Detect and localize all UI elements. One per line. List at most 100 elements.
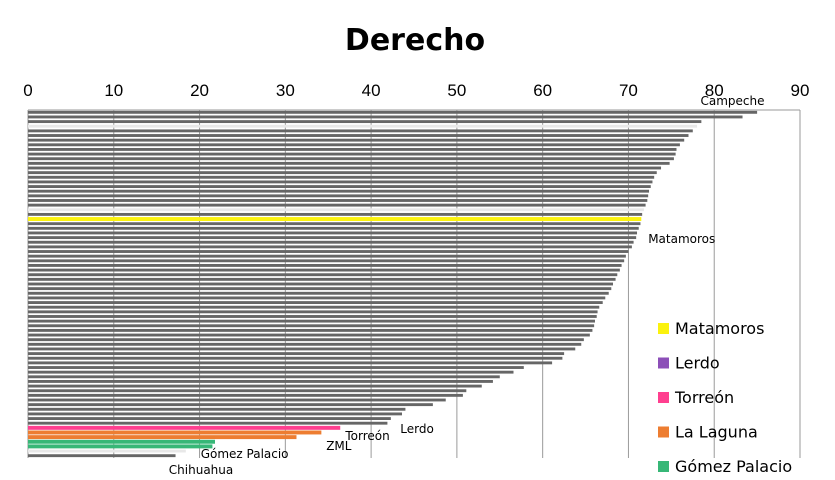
bar [28, 412, 402, 416]
bar [28, 250, 629, 253]
bar [28, 259, 625, 263]
bar [28, 268, 620, 272]
bar [28, 185, 651, 188]
bar [28, 425, 341, 430]
legend: Matamoros Lerdo Torreón La Laguna Gómez Pala… [658, 319, 792, 476]
annotation-label: Gómez Palacio [201, 447, 289, 461]
bar [28, 342, 582, 346]
legend-label: La Laguna [675, 423, 758, 442]
annotation-label: Campeche [701, 94, 765, 108]
x-tick-labels: 0 10 20 30 40 50 60 70 80 90 [23, 81, 809, 100]
bar [28, 180, 653, 184]
bar [28, 226, 639, 230]
bar [28, 171, 657, 175]
bar [28, 148, 677, 151]
bar [28, 194, 649, 198]
annotation-label: Matamoros [648, 232, 715, 246]
x-tick-label: 30 [276, 81, 295, 100]
bar [28, 449, 186, 453]
legend-label: Gómez Palacio [675, 457, 792, 476]
bar [28, 143, 680, 147]
bar [28, 301, 603, 304]
bar [28, 212, 643, 216]
bars [28, 110, 758, 458]
bar [28, 120, 702, 124]
legend-label: Lerdo [675, 354, 720, 373]
annotation-label: Chihuahua [169, 463, 233, 477]
bar [28, 439, 215, 444]
bar [28, 264, 622, 267]
x-tick-label: 10 [104, 81, 123, 100]
x-tick-label: 80 [705, 81, 724, 100]
x-tick-label: 40 [362, 81, 381, 100]
bar [28, 333, 590, 337]
bar [28, 222, 641, 226]
bar [28, 370, 514, 374]
legend-swatch [658, 357, 669, 369]
bar [28, 338, 584, 342]
bar [28, 282, 613, 286]
bar [28, 328, 593, 332]
annotation-label: Lerdo [400, 422, 434, 436]
bar [28, 254, 626, 258]
bar [28, 384, 482, 388]
bar [28, 115, 743, 119]
x-tick-label: 50 [447, 81, 466, 100]
bar [28, 231, 638, 235]
bar [28, 134, 689, 137]
bar [28, 393, 463, 397]
x-tick-label: 60 [533, 81, 552, 100]
annotation-label: ZML [326, 439, 352, 453]
bar [28, 240, 634, 244]
bar [28, 366, 524, 369]
bar [28, 152, 676, 156]
bar [28, 189, 650, 193]
x-tick-label: 20 [190, 81, 209, 100]
bar [28, 454, 176, 458]
bar [28, 161, 670, 165]
bar [28, 287, 612, 291]
bar [28, 291, 609, 295]
x-tick-label: 0 [23, 81, 32, 100]
annotation-label: Torreón [344, 429, 389, 443]
bar [28, 245, 632, 249]
bar [28, 421, 388, 425]
bar [28, 203, 646, 207]
bar [28, 124, 698, 128]
chart-title: Derecho [345, 23, 485, 58]
legend-label: Torreón [674, 388, 734, 407]
bar [28, 199, 648, 202]
legend-swatch [658, 323, 669, 334]
bar [28, 324, 595, 328]
bar [28, 110, 758, 114]
bar [28, 430, 322, 435]
bar [28, 398, 446, 402]
bar [28, 305, 600, 309]
bar [28, 352, 565, 356]
bar [28, 315, 597, 318]
bar [28, 236, 637, 240]
bar [28, 277, 616, 281]
bar [28, 403, 433, 407]
bar [28, 444, 213, 449]
bar [28, 361, 553, 365]
bar [28, 310, 598, 314]
bar [28, 407, 406, 411]
legend-swatch [658, 426, 669, 438]
legend-swatch [658, 461, 669, 472]
bar [28, 273, 618, 277]
legend-label: Matamoros [675, 319, 764, 338]
x-tick-label: 70 [619, 81, 638, 100]
bar [28, 319, 595, 323]
legend-swatch [658, 392, 669, 403]
bar [28, 356, 563, 360]
bar [28, 347, 576, 351]
x-tick-label: 90 [791, 81, 810, 100]
bar [28, 175, 655, 179]
bar [28, 166, 662, 170]
bar [28, 208, 644, 212]
bar [28, 380, 493, 383]
bar [28, 417, 391, 420]
